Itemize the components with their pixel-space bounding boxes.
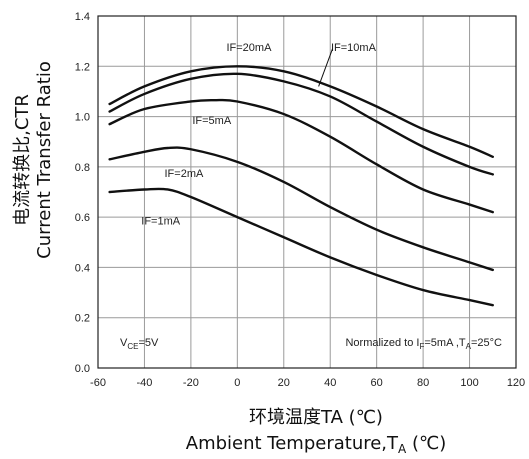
y-axis-title-cn: 电流转换比,CTR (12, 94, 33, 226)
series-line-if-2ma (108, 146, 494, 272)
vce-annotation: VCE=5V (120, 337, 159, 351)
x-tick-label: 0 (234, 377, 240, 389)
series-line-if-5ma (108, 98, 494, 214)
x-tick-label: 60 (371, 377, 383, 389)
x-tick-labels: -60 -40 -20 0 20 40 60 80 100 120 (90, 377, 525, 389)
series-lines (108, 65, 494, 307)
x-tick-label: 120 (507, 377, 525, 389)
y-tick-label: 0.6 (75, 212, 90, 224)
y-tick-label: 1.2 (75, 61, 90, 73)
y-tick-label: 1.4 (75, 11, 90, 23)
curve-labels: IF=20mA IF=10mA IF=5mA IF=2mA IF=1mA (141, 42, 376, 227)
x-tick-label: -40 (136, 377, 152, 389)
y-axis-title-en: Current Transfer Ratio (34, 61, 55, 259)
normalization-annotation: Normalized to IF=5mA ,TA=25°C (345, 337, 502, 351)
curve-label-if-10ma: IF=10mA (331, 42, 377, 54)
x-axis-title-en: Ambient Temperature,TA (℃) (186, 433, 446, 456)
curve-label-if-20ma: IF=20mA (226, 42, 272, 54)
plot-frame (97, 15, 517, 369)
curve-label-if-1ma: IF=1mA (141, 216, 180, 228)
y-tick-labels: 0.0 0.2 0.4 0.6 0.8 1.0 1.2 1.4 (75, 11, 90, 375)
x-tick-label: 100 (460, 377, 478, 389)
if10-pointer-line (318, 48, 334, 87)
y-axis-title: 电流转换比,CTR Current Transfer Ratio (12, 61, 55, 259)
series-line-if-20ma (108, 65, 494, 158)
x-tick-label: -20 (183, 377, 199, 389)
y-tick-label: 0.0 (75, 363, 90, 375)
curve-label-if-2ma: IF=2mA (165, 168, 204, 180)
grid-lines (98, 16, 516, 368)
y-tick-label: 0.4 (75, 262, 90, 274)
x-tick-label: -60 (90, 377, 106, 389)
x-axis-title-cn: 环境温度TA (℃) (249, 407, 383, 428)
y-tick-label: 1.0 (75, 112, 90, 124)
curve-label-if-5ma: IF=5mA (192, 115, 231, 127)
y-tick-label: 0.2 (75, 313, 90, 325)
x-tick-label: 20 (278, 377, 290, 389)
y-tick-label: 0.8 (75, 162, 90, 174)
x-tick-label: 40 (324, 377, 336, 389)
series-line-if-10ma (108, 72, 494, 176)
x-tick-label: 80 (417, 377, 429, 389)
series-line-if-1ma (108, 187, 494, 307)
